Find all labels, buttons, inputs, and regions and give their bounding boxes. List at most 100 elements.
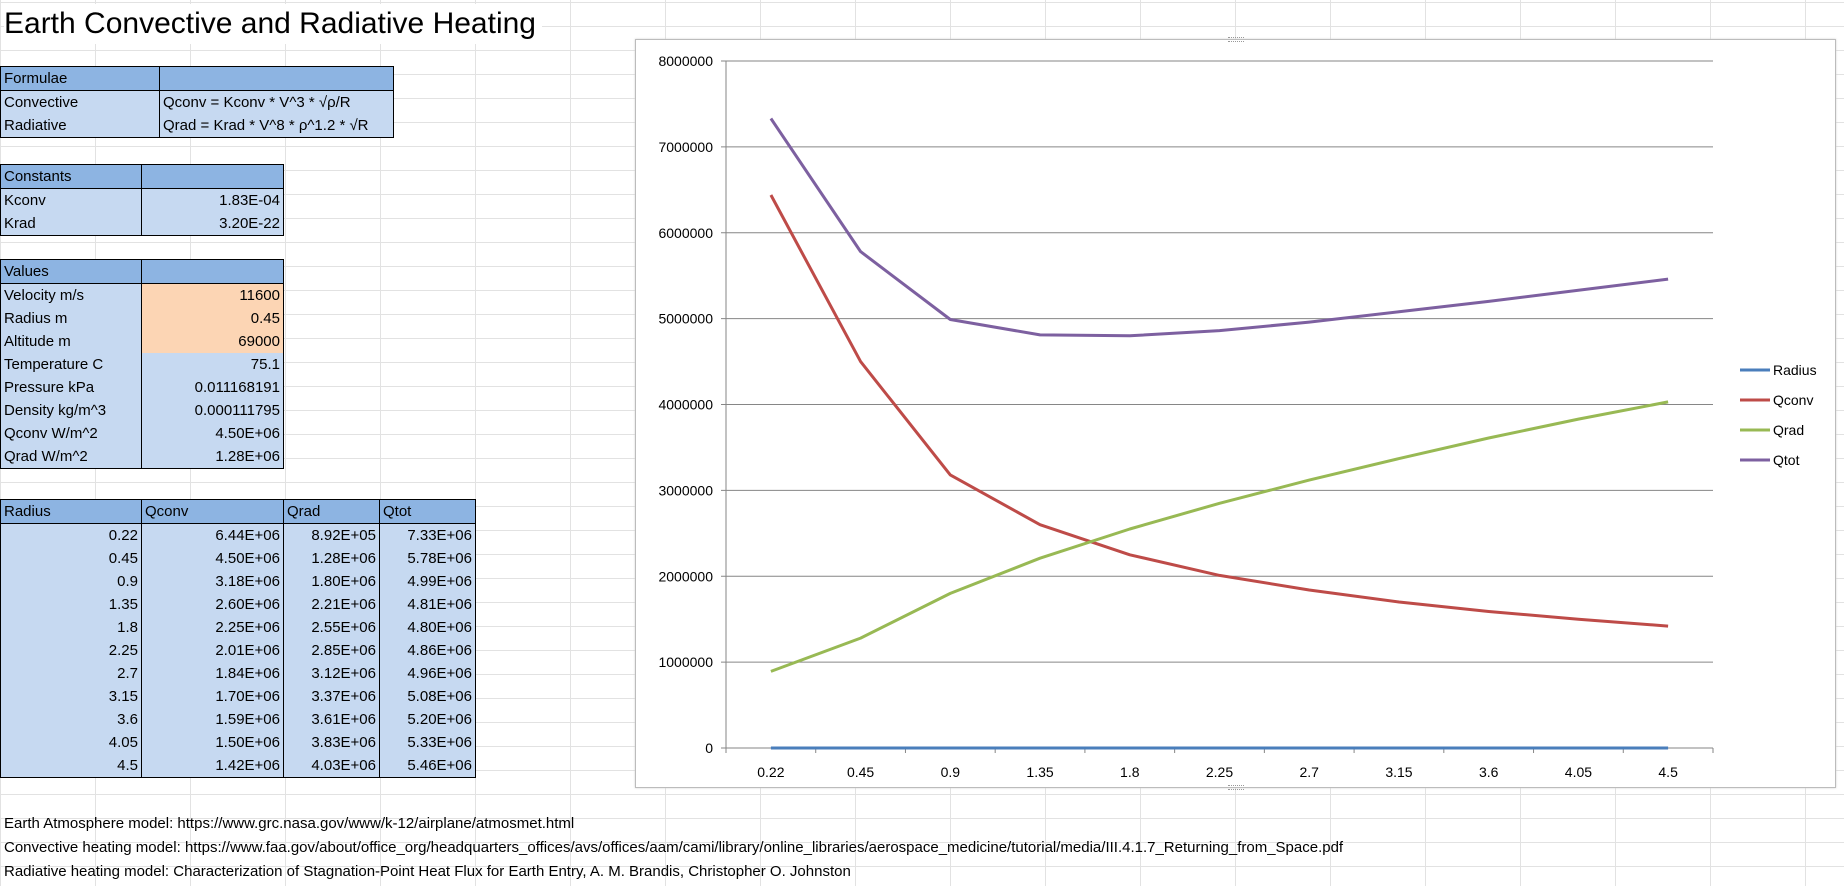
formula-label[interactable]: Radiative: [0, 114, 160, 138]
y-tick-label: 6000000: [658, 225, 713, 241]
cell-radius[interactable]: 3.15: [0, 685, 142, 708]
reference-atmosphere[interactable]: Earth Atmosphere model: https://www.grc.…: [4, 815, 575, 832]
cell-qtot[interactable]: 4.80E+06: [379, 616, 476, 639]
cell-qtot[interactable]: 4.81E+06: [379, 593, 476, 616]
reference-radiative[interactable]: Radiative heating model: Characterizatio…: [4, 863, 851, 880]
column-header-qconv[interactable]: Qconv: [141, 499, 284, 524]
column-header-qrad[interactable]: Qrad: [283, 499, 380, 524]
references: Earth Atmosphere model: https://www.grc.…: [0, 812, 1343, 884]
constant-value[interactable]: 3.20E-22: [141, 212, 284, 236]
x-tick-label: 3.15: [1385, 764, 1412, 780]
reference-convective[interactable]: Convective heating model: https://www.fa…: [4, 839, 1344, 856]
cell-qconv[interactable]: 1.50E+06: [141, 731, 284, 754]
cell-qtot[interactable]: 7.33E+06: [379, 523, 476, 547]
table-row: 2.25 2.01E+06 2.85E+06 4.86E+06: [0, 639, 476, 662]
cell-qrad[interactable]: 1.28E+06: [283, 547, 380, 570]
cell-qrad[interactable]: 3.61E+06: [283, 708, 380, 731]
column-header-qtot[interactable]: Qtot: [379, 499, 476, 524]
chart-plot-area: 0 1000000 2000000 3000000 4000000 5000000 6000…: [658, 53, 1816, 780]
cell-qrad[interactable]: 4.03E+06: [283, 754, 380, 778]
series-line-qconv: [769, 194, 1669, 628]
value-label[interactable]: Qrad W/m^2: [0, 445, 142, 469]
table-row: 1.35 2.60E+06 2.21E+06 4.81E+06: [0, 593, 476, 616]
cell-qtot[interactable]: 4.86E+06: [379, 639, 476, 662]
legend-label-qrad: Qrad: [1773, 422, 1804, 438]
cell-qtot[interactable]: 5.08E+06: [379, 685, 476, 708]
y-tick-label: 1000000: [658, 654, 713, 670]
cell-radius[interactable]: 2.25: [0, 639, 142, 662]
cell-qconv[interactable]: 1.84E+06: [141, 662, 284, 685]
value-label[interactable]: Density kg/m^3: [0, 399, 142, 422]
formula-value[interactable]: Qconv = Kconv * V^3 * √ρ/R: [159, 90, 394, 114]
cell-radius[interactable]: 0.22: [0, 523, 142, 547]
constant-label[interactable]: Kconv: [0, 188, 142, 212]
cell-qrad[interactable]: 2.85E+06: [283, 639, 380, 662]
cell-qtot[interactable]: 5.20E+06: [379, 708, 476, 731]
column-header-radius[interactable]: Radius: [0, 499, 142, 524]
formula-value[interactable]: Qrad = Krad * V^8 * ρ^1.2 * √R: [159, 114, 394, 138]
value-cell[interactable]: 4.50E+06: [141, 422, 284, 445]
chart-resize-handle-bottom[interactable]: [1228, 785, 1244, 790]
cell-radius[interactable]: 4.05: [0, 731, 142, 754]
value-cell[interactable]: 1.28E+06: [141, 445, 284, 469]
constants-header-blank[interactable]: [141, 164, 284, 189]
altitude-input-cell[interactable]: 69000: [141, 330, 284, 353]
value-cell[interactable]: 0.000111795: [141, 399, 284, 422]
value-cell[interactable]: 75.1: [141, 353, 284, 376]
cell-qrad[interactable]: 1.80E+06: [283, 570, 380, 593]
cell-qtot[interactable]: 4.96E+06: [379, 662, 476, 685]
cell-qconv[interactable]: 2.60E+06: [141, 593, 284, 616]
legend-label-qtot: Qtot: [1773, 452, 1800, 468]
value-label[interactable]: Altitude m: [0, 330, 142, 353]
cell-qrad[interactable]: 2.55E+06: [283, 616, 380, 639]
y-tick-label: 7000000: [658, 139, 713, 155]
cell-qrad[interactable]: 2.21E+06: [283, 593, 380, 616]
constants-header[interactable]: Constants: [0, 164, 142, 189]
cell-radius[interactable]: 0.45: [0, 547, 142, 570]
velocity-input-cell[interactable]: 11600: [141, 283, 284, 307]
cell-qrad[interactable]: 3.83E+06: [283, 731, 380, 754]
value-label[interactable]: Velocity m/s: [0, 283, 142, 307]
values-header-blank[interactable]: [141, 259, 284, 284]
cell-radius[interactable]: 3.6: [0, 708, 142, 731]
cell-qtot[interactable]: 5.78E+06: [379, 547, 476, 570]
cell-radius[interactable]: 1.8: [0, 616, 142, 639]
cell-qconv[interactable]: 4.50E+06: [141, 547, 284, 570]
cell-radius[interactable]: 4.5: [0, 754, 142, 778]
cell-qrad[interactable]: 8.92E+05: [283, 523, 380, 547]
cell-qconv[interactable]: 2.01E+06: [141, 639, 284, 662]
cell-qconv[interactable]: 2.25E+06: [141, 616, 284, 639]
y-tick-label: 3000000: [658, 482, 713, 498]
constant-value[interactable]: 1.83E-04: [141, 188, 284, 212]
cell-qconv[interactable]: 1.70E+06: [141, 685, 284, 708]
cell-qconv[interactable]: 1.42E+06: [141, 754, 284, 778]
cell-qtot[interactable]: 4.99E+06: [379, 570, 476, 593]
heating-line-chart[interactable]: 0 1000000 2000000 3000000 4000000 5000000 6000…: [635, 37, 1836, 790]
cell-qrad[interactable]: 3.12E+06: [283, 662, 380, 685]
value-label[interactable]: Pressure kPa: [0, 376, 142, 399]
cell-radius[interactable]: 0.9: [0, 570, 142, 593]
value-cell[interactable]: 0.011168191: [141, 376, 284, 399]
results-table: Radius Qconv Qrad Qtot 0.22 6.44E+06 8.92E…: [0, 499, 476, 778]
cell-qtot[interactable]: 5.33E+06: [379, 731, 476, 754]
radius-input-cell[interactable]: 0.45: [141, 307, 284, 330]
chart-resize-handle-top[interactable]: [1228, 37, 1244, 42]
value-label[interactable]: Qconv W/m^2: [0, 422, 142, 445]
formula-label[interactable]: Convective: [0, 90, 160, 114]
cell-qconv[interactable]: 6.44E+06: [141, 523, 284, 547]
formulae-header[interactable]: Formulae: [0, 66, 160, 91]
value-label[interactable]: Temperature C: [0, 353, 142, 376]
formulae-header-blank[interactable]: [159, 66, 394, 91]
cell-qconv[interactable]: 1.59E+06: [141, 708, 284, 731]
table-row: 3.15 1.70E+06 3.37E+06 5.08E+06: [0, 685, 476, 708]
constant-label[interactable]: Krad: [0, 212, 142, 236]
cell-qrad[interactable]: 3.37E+06: [283, 685, 380, 708]
cell-qconv[interactable]: 3.18E+06: [141, 570, 284, 593]
cell-radius[interactable]: 1.35: [0, 593, 142, 616]
cell-qtot[interactable]: 5.46E+06: [379, 754, 476, 778]
value-label[interactable]: Radius m: [0, 307, 142, 330]
x-tick-label: 4.5: [1658, 764, 1678, 780]
y-tick-label: 2000000: [658, 568, 713, 584]
cell-radius[interactable]: 2.7: [0, 662, 142, 685]
values-header[interactable]: Values: [0, 259, 142, 284]
